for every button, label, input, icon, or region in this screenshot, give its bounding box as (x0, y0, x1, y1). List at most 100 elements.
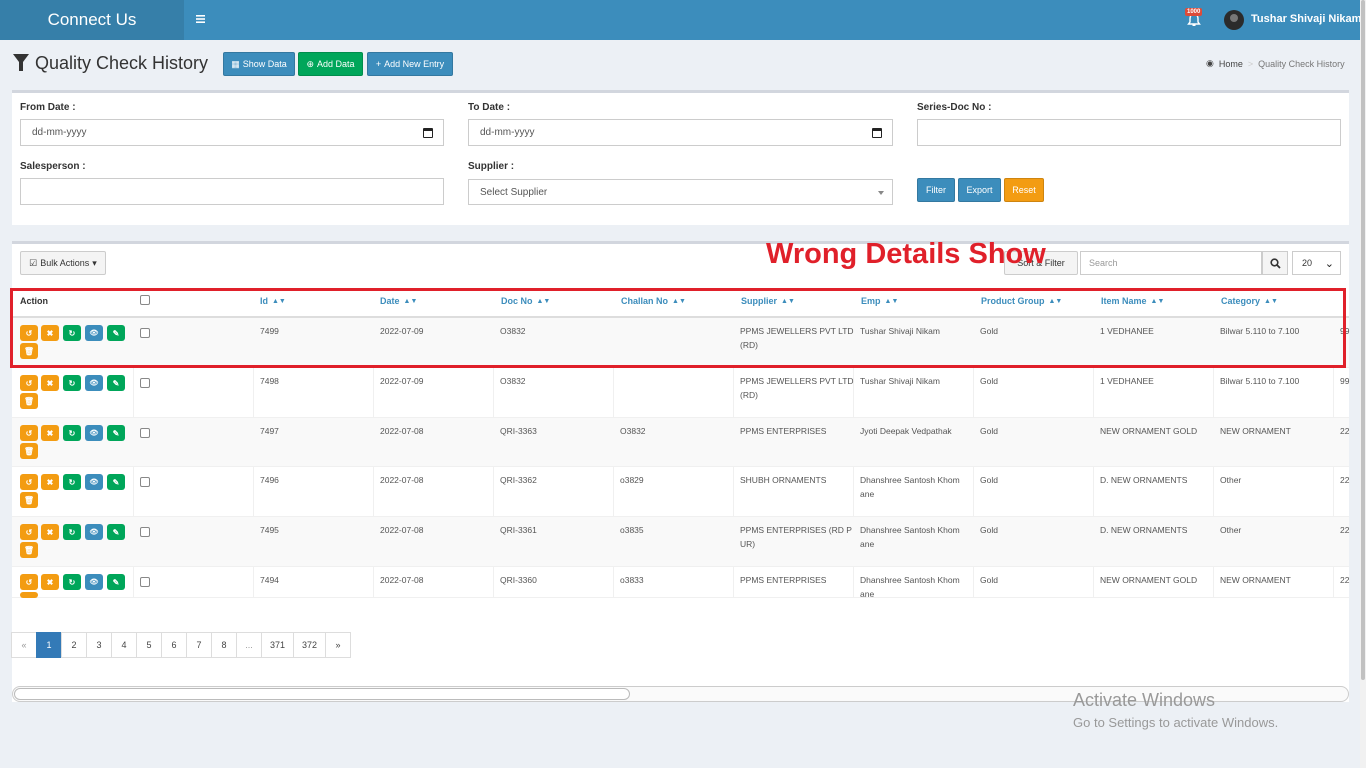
page-6[interactable]: 6 (161, 632, 187, 658)
supplier-select[interactable]: Select Supplier (468, 179, 893, 205)
page-next[interactable]: » (325, 632, 352, 658)
page-1[interactable]: 1 (36, 632, 62, 658)
trash-icon[interactable]: 🗑 (20, 393, 38, 409)
page-372[interactable]: 372 (293, 632, 327, 658)
search-input[interactable]: Search (1080, 251, 1262, 275)
row-checkbox[interactable] (140, 477, 150, 487)
header-doc-no[interactable]: Doc No ▲▼ (501, 296, 550, 306)
cell-extra: 99 (1340, 376, 1350, 386)
brand-logo[interactable]: Connect Us (0, 0, 184, 40)
header-supplier[interactable]: Supplier ▲▼ (741, 296, 795, 306)
calendar-icon[interactable] (872, 128, 882, 138)
select-all-checkbox[interactable] (140, 295, 150, 305)
user-name[interactable]: Tushar Shivaji Nikam (1251, 13, 1362, 25)
reset-button[interactable]: Reset (1004, 178, 1044, 202)
trash-icon[interactable]: 🗑 (20, 542, 38, 558)
trash-icon[interactable]: 🗑 (20, 343, 38, 359)
filter-button[interactable]: Filter (917, 178, 955, 202)
trash-icon[interactable]: 🗑 (20, 492, 38, 508)
vertical-scrollbar-thumb[interactable] (1361, 0, 1365, 680)
edit-icon[interactable]: ✎ (107, 524, 125, 540)
header-challan-no[interactable]: Challan No ▲▼ (621, 296, 686, 306)
eye-icon[interactable]: 👁 (85, 325, 103, 341)
page-8[interactable]: 8 (211, 632, 237, 658)
avatar[interactable] (1224, 10, 1244, 30)
page-4[interactable]: 4 (111, 632, 137, 658)
breadcrumb-home[interactable]: Home (1218, 58, 1243, 69)
refresh-icon[interactable]: ↻ (63, 325, 81, 341)
hamburger-icon[interactable] (194, 12, 208, 26)
close-icon[interactable]: ✖ (41, 375, 59, 391)
header-id[interactable]: Id ▲▼ (260, 296, 286, 306)
header-date[interactable]: Date ▲▼ (380, 296, 417, 306)
cell-category: Other (1220, 475, 1242, 485)
eye-icon[interactable]: 👁 (85, 375, 103, 391)
bulk-actions-button[interactable]: ☑ Bulk Actions ▾ (20, 251, 106, 275)
page-5[interactable]: 5 (136, 632, 162, 658)
eye-icon[interactable]: 👁 (85, 574, 103, 590)
calendar-icon[interactable] (423, 128, 433, 138)
eye-icon[interactable]: 👁 (85, 524, 103, 540)
history-icon[interactable]: ↺ (20, 375, 38, 391)
search-button[interactable] (1262, 251, 1288, 275)
cell-line: Dhanshree Santosh Khom (860, 525, 960, 535)
close-icon[interactable]: ✖ (41, 425, 59, 441)
page-size-select[interactable]: 20 ⌄ (1292, 251, 1341, 275)
row-checkbox[interactable] (140, 428, 150, 438)
page-3[interactable]: 3 (86, 632, 112, 658)
export-button[interactable]: Export (958, 178, 1001, 202)
refresh-icon[interactable]: ↻ (63, 574, 81, 590)
edit-icon[interactable]: ✎ (107, 474, 125, 490)
cell-line: Dhanshree Santosh Khom (860, 475, 960, 485)
history-icon[interactable]: ↺ (20, 474, 38, 490)
refresh-icon[interactable]: ↻ (63, 474, 81, 490)
edit-icon[interactable]: ✎ (107, 574, 125, 590)
add-new-entry-button[interactable]: + Add New Entry (367, 52, 453, 76)
eye-icon[interactable]: 👁 (85, 425, 103, 441)
sort-filter-button[interactable]: Sort & Filter (1004, 251, 1078, 275)
cell-product-group: Gold (980, 575, 998, 585)
close-icon[interactable]: ✖ (41, 574, 59, 590)
show-data-button[interactable]: ▦ Show Data (223, 52, 295, 76)
page-7[interactable]: 7 (186, 632, 212, 658)
refresh-icon[interactable]: ↻ (63, 425, 81, 441)
close-icon[interactable]: ✖ (41, 524, 59, 540)
page-371[interactable]: 371 (261, 632, 295, 658)
to-date-field[interactable]: dd-mm-yyyy (468, 119, 893, 146)
edit-icon[interactable]: ✎ (107, 375, 125, 391)
from-date-placeholder: dd-mm-yyyy (32, 127, 87, 138)
from-date-field[interactable]: dd-mm-yyyy (20, 119, 444, 146)
trash-icon[interactable] (20, 592, 38, 598)
row-checkbox[interactable] (140, 378, 150, 388)
eye-icon[interactable]: 👁 (85, 474, 103, 490)
page-prev[interactable]: « (11, 632, 37, 658)
series-doc-field[interactable] (917, 119, 1341, 146)
add-data-button[interactable]: ⊕ Add Data (298, 52, 363, 76)
row-checkbox[interactable] (140, 577, 150, 587)
history-icon[interactable]: ↺ (20, 425, 38, 441)
header-emp[interactable]: Emp ▲▼ (861, 296, 898, 306)
header-item-name[interactable]: Item Name ▲▼ (1101, 296, 1164, 306)
edit-icon[interactable]: ✎ (107, 325, 125, 341)
close-icon[interactable]: ✖ (41, 325, 59, 341)
cell-supplier: SHUBH ORNAMENTS (740, 473, 826, 487)
header-product-group[interactable]: Product Group ▲▼ (981, 296, 1062, 306)
horizontal-scrollbar-thumb[interactable] (14, 688, 630, 700)
close-icon[interactable]: ✖ (41, 474, 59, 490)
cell-line: UR) (740, 539, 756, 549)
salesperson-field[interactable] (20, 178, 444, 205)
row-checkbox[interactable] (140, 328, 150, 338)
history-icon[interactable]: ↺ (20, 325, 38, 341)
trash-icon[interactable]: 🗑 (20, 443, 38, 459)
refresh-icon[interactable]: ↻ (63, 375, 81, 391)
horizontal-scrollbar[interactable] (12, 686, 1349, 702)
row-checkbox[interactable] (140, 527, 150, 537)
header-category[interactable]: Category ▲▼ (1221, 296, 1278, 306)
history-icon[interactable]: ↺ (20, 574, 38, 590)
history-icon[interactable]: ↺ (20, 524, 38, 540)
page-2[interactable]: 2 (61, 632, 87, 658)
edit-icon[interactable]: ✎ (107, 425, 125, 441)
vertical-scrollbar[interactable] (1360, 0, 1366, 768)
cell-category: Other (1220, 525, 1242, 535)
refresh-icon[interactable]: ↻ (63, 524, 81, 540)
